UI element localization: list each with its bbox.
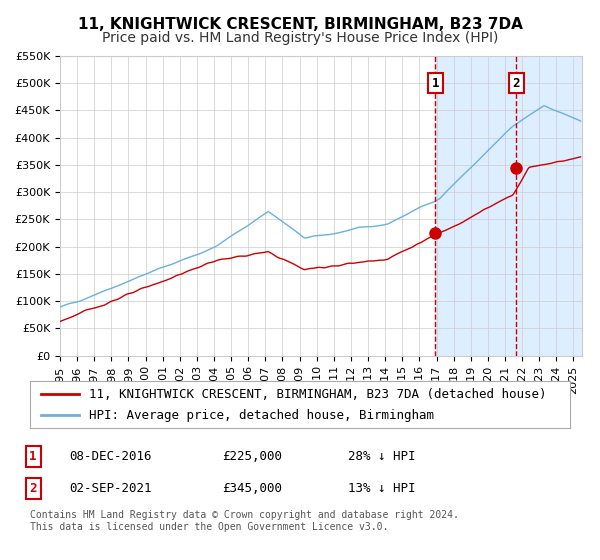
Text: 13% ↓ HPI: 13% ↓ HPI [348,482,415,495]
Text: 02-SEP-2021: 02-SEP-2021 [69,482,151,495]
Text: 1: 1 [431,77,439,90]
Bar [435,56,582,356]
Text: 08-DEC-2016: 08-DEC-2016 [69,450,151,463]
Text: £345,000: £345,000 [222,482,282,495]
Text: 2: 2 [29,482,37,495]
Text: 11, KNIGHTWICK CRESCENT, BIRMINGHAM, B23 7DA (detached house): 11, KNIGHTWICK CRESCENT, BIRMINGHAM, B23… [89,388,547,400]
Text: 1: 1 [29,450,37,463]
Text: HPI: Average price, detached house, Birmingham: HPI: Average price, detached house, Birm… [89,409,434,422]
Text: 28% ↓ HPI: 28% ↓ HPI [348,450,415,463]
Text: Price paid vs. HM Land Registry's House Price Index (HPI): Price paid vs. HM Land Registry's House … [102,31,498,45]
Text: Contains HM Land Registry data © Crown copyright and database right 2024.
This d: Contains HM Land Registry data © Crown c… [30,510,459,532]
Text: 2: 2 [513,77,520,90]
Text: £225,000: £225,000 [222,450,282,463]
Text: 11, KNIGHTWICK CRESCENT, BIRMINGHAM, B23 7DA: 11, KNIGHTWICK CRESCENT, BIRMINGHAM, B23… [77,17,523,32]
